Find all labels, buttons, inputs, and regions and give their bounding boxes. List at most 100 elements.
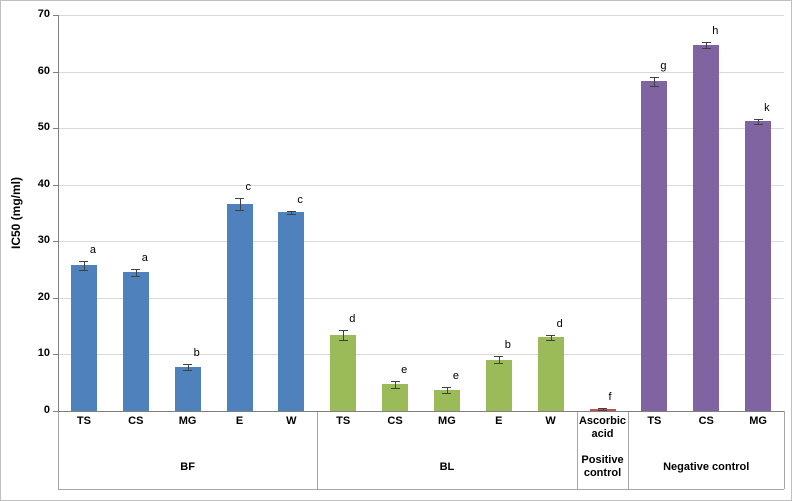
y-tick-mark (53, 241, 58, 243)
error-bar-cap (131, 275, 141, 277)
bar (693, 44, 720, 411)
y-tick-label: 0 (43, 404, 50, 416)
gridline (58, 354, 784, 356)
error-bar-cap (494, 356, 504, 358)
error-bar-cap (235, 209, 244, 211)
error-bar-line (83, 260, 85, 270)
y-tick-label: 60 (37, 64, 50, 77)
error-bar-line (498, 356, 500, 363)
bar (485, 359, 512, 411)
gridline (58, 71, 784, 73)
group-label: Negative control (663, 460, 750, 473)
group-separator (58, 411, 59, 489)
group-separator (317, 411, 319, 489)
significance-letter: e (452, 370, 460, 383)
error-bar-line (135, 269, 137, 276)
y-axis-line (58, 15, 59, 411)
x-category-label: CS (128, 415, 144, 427)
error-bar-cap (546, 334, 556, 336)
error-bar-cap (494, 362, 504, 364)
error-bar-cap (701, 41, 711, 43)
category-axis-bottom-line (58, 489, 784, 490)
bar (174, 366, 201, 411)
error-bar-cap (183, 369, 193, 371)
significance-letter: h (712, 24, 719, 37)
x-category-label: MG (438, 415, 456, 427)
x-category-label: TS (647, 415, 662, 427)
group-label: BL (439, 460, 455, 473)
bar (537, 337, 564, 411)
error-bar-cap (753, 123, 763, 125)
significance-letter: a (89, 243, 97, 256)
bar (641, 81, 668, 411)
y-tick-mark (53, 297, 58, 299)
significance-letter: e (401, 364, 408, 377)
error-bar-cap (390, 381, 400, 383)
significance-letter: g (660, 59, 667, 72)
error-bar-line (446, 387, 448, 393)
y-tick-label: 20 (37, 290, 50, 303)
error-bar-cap (546, 340, 556, 342)
group-separator (784, 411, 785, 489)
error-bar-cap (390, 387, 400, 389)
y-tick-label: 70 (37, 8, 50, 20)
y-tick-mark (53, 128, 58, 130)
gridline (58, 128, 784, 130)
x-category-label: E (495, 415, 503, 427)
bar (226, 203, 253, 411)
gridline (58, 297, 784, 299)
bar (433, 390, 460, 411)
group-label: Positive control (581, 454, 624, 479)
bar (330, 335, 357, 411)
gridline (58, 184, 784, 186)
x-category-label: CS (387, 415, 403, 427)
error-bar-cap (649, 85, 659, 87)
error-bar-line (395, 381, 397, 388)
significance-letter: d (556, 317, 563, 330)
error-bar-cap (598, 410, 607, 412)
y-tick-mark (53, 184, 58, 186)
error-bar-cap (79, 269, 89, 271)
error-bar-line (187, 364, 189, 370)
error-bar-cap (183, 364, 193, 366)
significance-letter: d (349, 313, 356, 326)
y-tick-mark (53, 411, 58, 412)
y-tick-mark (53, 354, 58, 356)
y-tick-label: 40 (37, 177, 50, 190)
bar (278, 212, 305, 411)
error-bar-cap (649, 76, 659, 78)
error-bar-line (758, 119, 760, 124)
x-category-label: W (545, 415, 556, 427)
x-category-label: TS (76, 415, 91, 427)
error-bar-cap (442, 392, 452, 394)
significance-letter: b (504, 339, 511, 352)
significance-letter: f (608, 391, 612, 404)
x-axis-line (58, 411, 784, 412)
x-category-label: MG (178, 415, 197, 427)
x-category-label: W (286, 415, 297, 427)
error-bar-cap (701, 48, 711, 50)
error-bar-line (343, 330, 345, 341)
error-bar-line (654, 76, 656, 86)
x-category-label: E (235, 415, 244, 427)
bar (70, 265, 97, 411)
significance-letter: k (764, 102, 770, 115)
y-tick-mark (53, 15, 58, 16)
bar (382, 384, 409, 411)
error-bar-line (706, 41, 708, 49)
significance-letter: c (245, 181, 252, 194)
error-bar-cap (131, 269, 141, 270)
group-separator (576, 411, 578, 489)
error-bar-cap (598, 408, 607, 410)
significance-letter: a (141, 252, 148, 264)
error-bar-cap (286, 210, 296, 212)
bar (122, 272, 149, 411)
y-tick-label: 30 (37, 234, 50, 247)
error-bar-cap (338, 330, 348, 332)
error-bar-cap (235, 198, 244, 200)
error-bar-cap (286, 214, 296, 216)
x-category-label: MG (749, 415, 767, 427)
x-category-label: Ascorbic acid (578, 415, 627, 440)
